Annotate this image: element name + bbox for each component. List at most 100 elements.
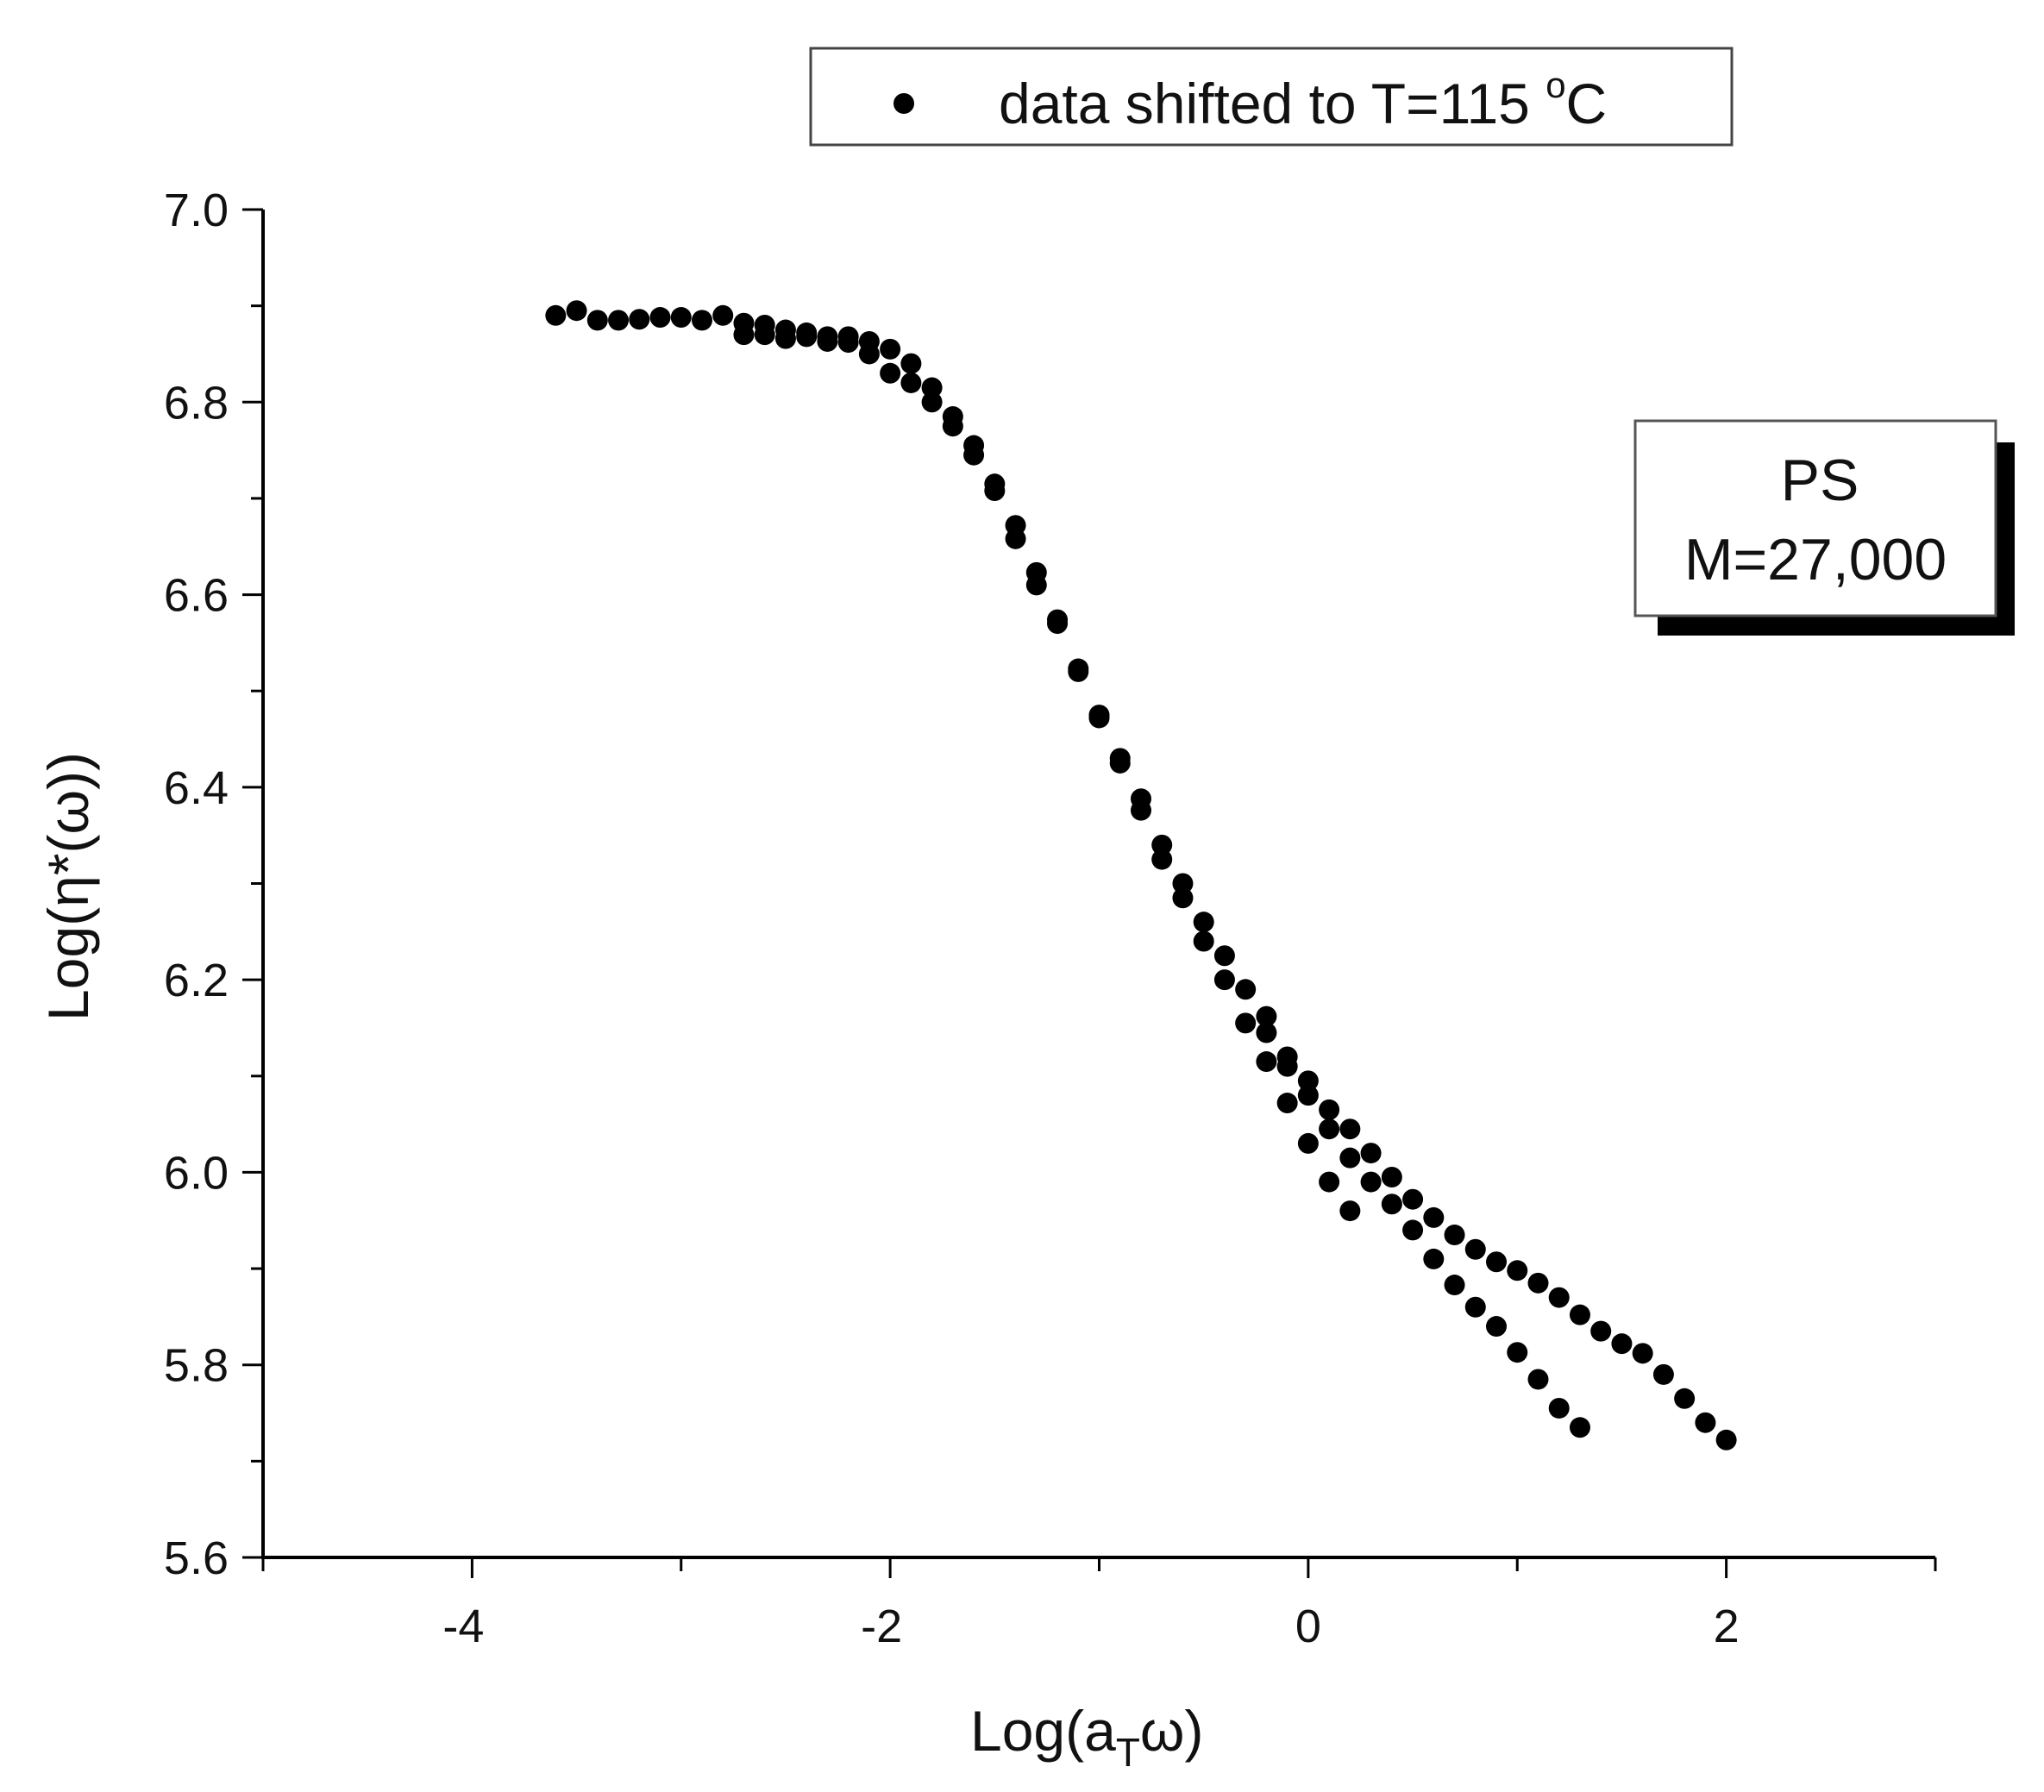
data-point (712, 304, 734, 326)
data-point (1590, 1320, 1612, 1342)
y-tick-label: 6.0 (164, 1147, 229, 1199)
x-tick-label: -2 (861, 1601, 902, 1652)
data-point (1172, 887, 1194, 909)
data-points (545, 300, 1737, 1451)
data-point (900, 372, 922, 393)
data-point (1360, 1171, 1382, 1193)
data-point (1486, 1251, 1508, 1273)
annotation-line1: PS (1781, 448, 1859, 513)
y-tick-label: 6.6 (164, 570, 229, 622)
data-point (1088, 707, 1110, 729)
data-point (796, 326, 818, 348)
data-point (1151, 834, 1173, 855)
data-point (1381, 1167, 1402, 1188)
data-point (774, 328, 796, 349)
data-point (629, 309, 650, 330)
annotation-line2: M=27,000 (1684, 527, 1947, 592)
data-point (1130, 799, 1151, 821)
data-point (837, 332, 859, 354)
data-point (1213, 969, 1235, 991)
legend-box (809, 47, 1734, 147)
data-point (1360, 1143, 1382, 1164)
data-point (1527, 1369, 1549, 1390)
y-axis-title: Log(η*(ω)) (36, 752, 100, 1021)
y-tick-label: 5.8 (164, 1340, 229, 1392)
data-point (608, 310, 630, 331)
data-point (1423, 1206, 1445, 1228)
data-point (1339, 1118, 1361, 1140)
data-point (817, 330, 838, 352)
data-point (1611, 1333, 1633, 1355)
data-point (1695, 1412, 1716, 1433)
data-point (1569, 1304, 1590, 1325)
tick-labels: 5.6 5.8 6.0 6.2 6.4 6.6 6.8 7.0 -4 -2 0 2 (164, 185, 1740, 1652)
data-point (1005, 528, 1026, 549)
data-point (1444, 1224, 1465, 1245)
data-point (649, 307, 671, 329)
data-point (1297, 1085, 1319, 1106)
annotation-box (1633, 419, 1997, 617)
data-point (921, 392, 943, 413)
data-point (1047, 613, 1069, 635)
data-point (1339, 1200, 1361, 1222)
data-point (1256, 1051, 1277, 1073)
y-tick-label: 5.6 (164, 1532, 229, 1584)
legend-label: data shifted to T=115 oC (999, 65, 1607, 135)
data-point (586, 310, 608, 331)
data-point (1339, 1147, 1361, 1169)
data-point (1235, 979, 1257, 1000)
data-point (691, 310, 712, 331)
data-point (1507, 1260, 1528, 1281)
data-point (1527, 1272, 1549, 1294)
data-point (1151, 849, 1173, 870)
data-point (1464, 1238, 1486, 1260)
data-point (1548, 1287, 1570, 1308)
data-point (1193, 930, 1214, 952)
data-point (1674, 1388, 1696, 1409)
data-point (1172, 873, 1194, 894)
data-point (1402, 1188, 1424, 1210)
data-point (900, 353, 922, 374)
data-point (1319, 1171, 1340, 1193)
data-point (1193, 912, 1214, 933)
legend: data shifted to T=115 oC (809, 47, 1734, 147)
data-point (1464, 1296, 1486, 1318)
y-tick-label: 6.4 (164, 762, 229, 814)
data-point (566, 300, 587, 322)
x-tick-label: -4 (442, 1601, 484, 1652)
data-point (545, 304, 567, 326)
data-point (1444, 1275, 1465, 1296)
legend-marker (893, 93, 914, 114)
data-point (984, 479, 1006, 501)
data-point (1548, 1397, 1570, 1419)
ticks (242, 208, 1937, 1578)
data-point (1068, 661, 1089, 682)
data-point (1213, 945, 1235, 967)
data-point (1402, 1219, 1424, 1241)
x-tick-label: 2 (1714, 1601, 1740, 1652)
x-tick-label: 0 (1295, 1601, 1321, 1652)
data-point (1025, 574, 1047, 596)
data-point (942, 416, 963, 437)
data-point (1319, 1118, 1340, 1140)
data-point (1569, 1417, 1590, 1438)
data-point (1652, 1363, 1674, 1385)
data-point (1381, 1194, 1402, 1215)
data-point (670, 307, 692, 329)
data-point (1319, 1099, 1340, 1120)
data-point (1276, 1093, 1298, 1114)
data-point (963, 444, 985, 466)
y-tick-label: 6.8 (164, 377, 229, 429)
data-point (1276, 1056, 1298, 1077)
data-point (1297, 1070, 1319, 1092)
data-point (1235, 1012, 1257, 1034)
data-point (1256, 1006, 1277, 1027)
x-axis-title: Log(aTω) (970, 1699, 1203, 1775)
data-point (1297, 1132, 1319, 1154)
sample-annotation: PS M=27,000 (1633, 419, 2015, 636)
data-point (1632, 1343, 1653, 1364)
y-tick-label: 7.0 (164, 185, 229, 236)
data-point (1715, 1429, 1737, 1451)
data-point (880, 362, 901, 384)
